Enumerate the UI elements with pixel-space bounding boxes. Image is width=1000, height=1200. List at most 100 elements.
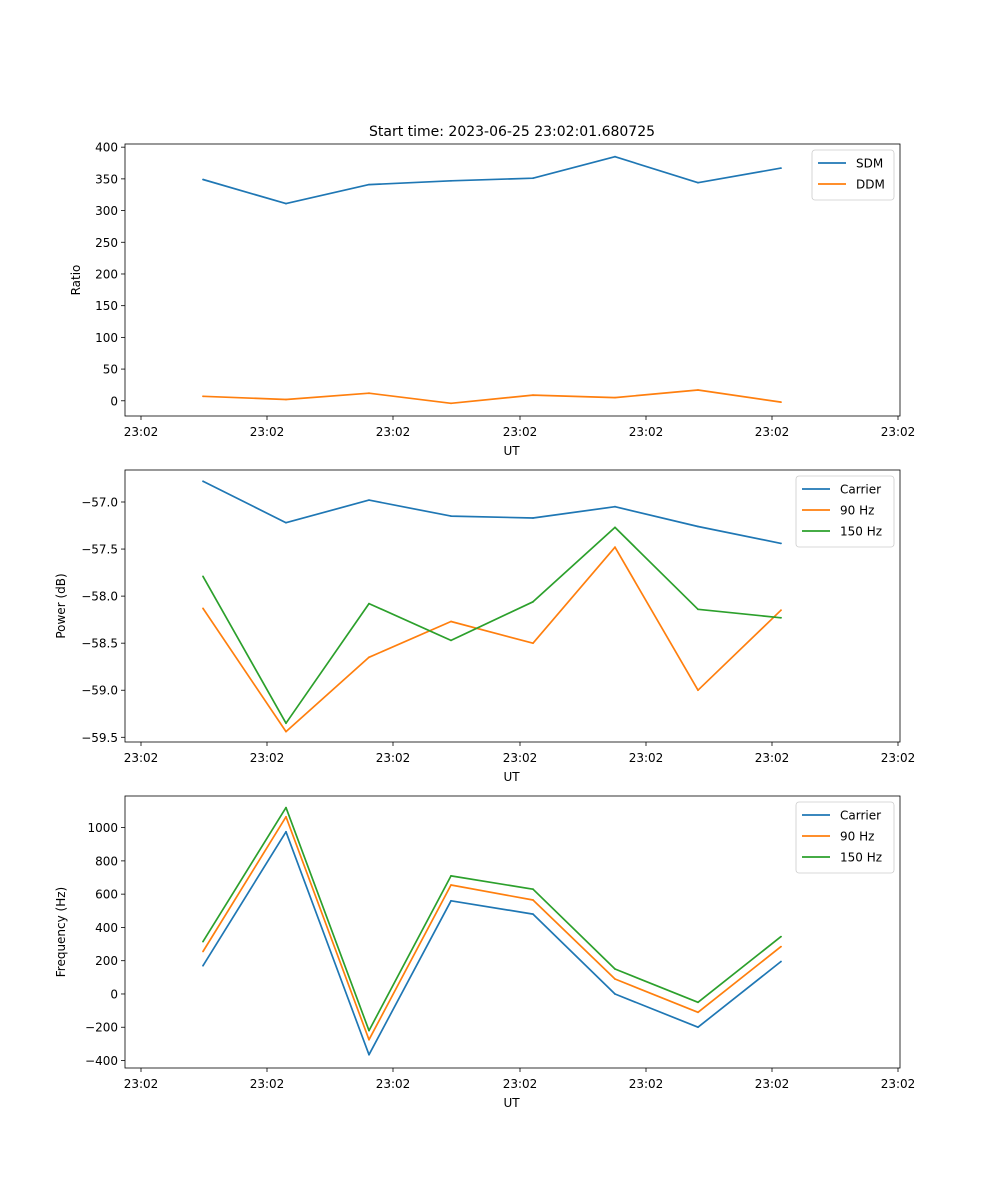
- y-tick-label: 400: [95, 921, 118, 935]
- x-tick-label: 23:02: [755, 751, 790, 765]
- panel-3: 23:02 23:02 23:02 23:02 23:02 23:02 23:02 −400 −…: [54, 795, 915, 1110]
- data-point: [532, 600, 534, 603]
- data-point: [450, 875, 452, 877]
- x-tick-label: 23:02: [250, 1077, 285, 1091]
- data-point: [368, 1029, 370, 1032]
- y-tick-label: −58.0: [81, 590, 118, 604]
- legend-label: 90 Hz: [840, 504, 874, 518]
- data-point: [697, 608, 699, 611]
- data-point: [202, 395, 204, 398]
- data-point: [697, 1001, 699, 1004]
- data-point: [285, 830, 287, 833]
- data-point: [532, 177, 534, 180]
- data-point: [780, 616, 782, 619]
- series-line-90-hz: [202, 546, 782, 733]
- x-tick-label: 23:02: [881, 751, 916, 765]
- data-point: [780, 935, 782, 938]
- x-tick-label: 23:02: [881, 425, 916, 439]
- x-tick-label: 23:02: [376, 425, 411, 439]
- y-tick-label: 0: [110, 394, 118, 408]
- data-point: [532, 517, 534, 519]
- data-point: [532, 899, 534, 901]
- data-point: [285, 722, 287, 725]
- data-point: [697, 389, 699, 391]
- x-tick-label: 23:02: [250, 425, 285, 439]
- y-tick-label: −58.5: [81, 637, 118, 651]
- data-point: [202, 575, 204, 578]
- y-axis-label: Ratio: [69, 265, 83, 296]
- data-point: [614, 155, 616, 158]
- data-point: [450, 620, 452, 623]
- x-tick-label: 23:02: [124, 425, 159, 439]
- figure-title: Start time: 2023-06-25 23:02:01.680725: [369, 124, 655, 140]
- series-line-ddm: [202, 389, 782, 405]
- x-tick-label: 23:02: [755, 1077, 790, 1091]
- data-point: [697, 1026, 699, 1029]
- data-point: [202, 964, 204, 967]
- x-tick-label: 23:02: [755, 425, 790, 439]
- data-point: [780, 542, 782, 545]
- y-tick-label: 400: [95, 141, 118, 155]
- x-tick-label: 23:02: [503, 425, 538, 439]
- legend-label: 90 Hz: [840, 830, 874, 844]
- data-point: [368, 1038, 370, 1041]
- data-point: [532, 642, 534, 645]
- axes-frame: [124, 469, 901, 743]
- data-point: [697, 181, 699, 184]
- y-tick-label: −400: [85, 1054, 118, 1068]
- data-point: [202, 607, 204, 610]
- x-tick-label: 23:02: [503, 1077, 538, 1091]
- data-point: [450, 884, 452, 886]
- data-point: [614, 505, 616, 508]
- y-tick-label: 800: [95, 854, 118, 868]
- data-point: [368, 602, 370, 605]
- data-point: [368, 392, 370, 395]
- x-tick-label: 23:02: [124, 751, 159, 765]
- series-line-150-hz: [202, 806, 782, 1032]
- data-point: [368, 499, 370, 501]
- x-axis-label: UT: [503, 770, 520, 784]
- legend-label: Carrier: [840, 809, 881, 823]
- series-line-sdm: [202, 155, 782, 205]
- panel-2: 23:02 23:02 23:02 23:02 23:02 23:02 23:02 −59.5…: [54, 469, 916, 784]
- y-tick-label: 150: [95, 299, 118, 313]
- x-tick-label: 23:02: [124, 1077, 159, 1091]
- y-tick-label: 100: [95, 331, 118, 345]
- x-tick-label: 23:02: [376, 1077, 411, 1091]
- series-line-150-hz: [202, 526, 782, 725]
- y-tick-label: 200: [95, 267, 118, 281]
- data-point: [285, 815, 287, 818]
- data-point: [450, 639, 452, 642]
- data-point: [368, 656, 370, 659]
- data-point: [285, 730, 287, 733]
- axes-frame: [124, 795, 901, 1069]
- data-point: [780, 960, 782, 963]
- data-point: [532, 913, 534, 915]
- y-tick-label: 50: [103, 363, 118, 377]
- legend-label: 150 Hz: [840, 525, 882, 539]
- legend-label: 150 Hz: [840, 851, 882, 865]
- data-point: [202, 178, 204, 181]
- y-tick-label: −57.0: [81, 496, 118, 510]
- y-tick-label: 250: [95, 236, 118, 250]
- y-tick-label: −59.5: [81, 731, 118, 745]
- y-tick-label: −200: [85, 1021, 118, 1035]
- y-tick-label: 350: [95, 172, 118, 186]
- data-point: [614, 546, 616, 549]
- x-axis-label: UT: [503, 444, 520, 458]
- y-tick-label: 200: [95, 954, 118, 968]
- data-point: [532, 394, 534, 396]
- y-tick-label: −57.5: [81, 543, 118, 557]
- data-point: [614, 526, 616, 529]
- data-point: [450, 179, 452, 182]
- data-point: [697, 689, 699, 692]
- data-point: [368, 183, 370, 186]
- y-tick-label: 600: [95, 888, 118, 902]
- data-point: [202, 940, 204, 943]
- legend-label: Carrier: [840, 483, 881, 497]
- series-line-90-hz: [202, 815, 782, 1041]
- data-point: [780, 167, 782, 170]
- data-point: [450, 515, 452, 517]
- y-tick-label: 1000: [87, 821, 118, 835]
